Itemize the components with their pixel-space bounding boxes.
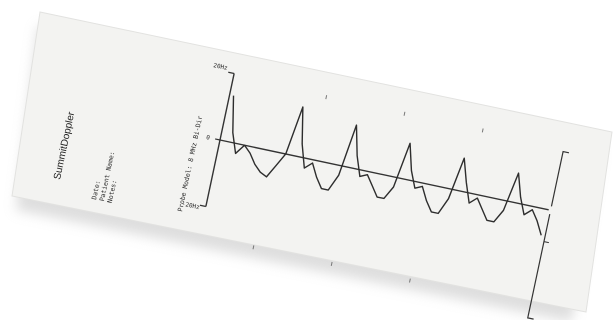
baseline-axis bbox=[219, 139, 549, 211]
y-tick-label-bottom: -20Hz bbox=[181, 201, 201, 212]
y-tick-bottom bbox=[199, 204, 206, 208]
y-tick-label-zero: 0 bbox=[205, 134, 210, 142]
date-field-label: Date: bbox=[90, 180, 102, 201]
time-markers bbox=[252, 95, 484, 283]
right-scale-bracket-bottom bbox=[527, 214, 551, 320]
right-scale-tick bbox=[543, 241, 549, 244]
waveform-chart: 20Hz 0 -20Hz bbox=[181, 62, 570, 320]
paper-strip bbox=[11, 11, 613, 313]
y-tick-label-top: 20Hz bbox=[213, 62, 229, 72]
y-tick-zero bbox=[214, 138, 221, 141]
waveform-series-line bbox=[232, 95, 542, 236]
y-tick-top bbox=[228, 71, 235, 75]
right-scale-bracket-top bbox=[550, 150, 570, 207]
